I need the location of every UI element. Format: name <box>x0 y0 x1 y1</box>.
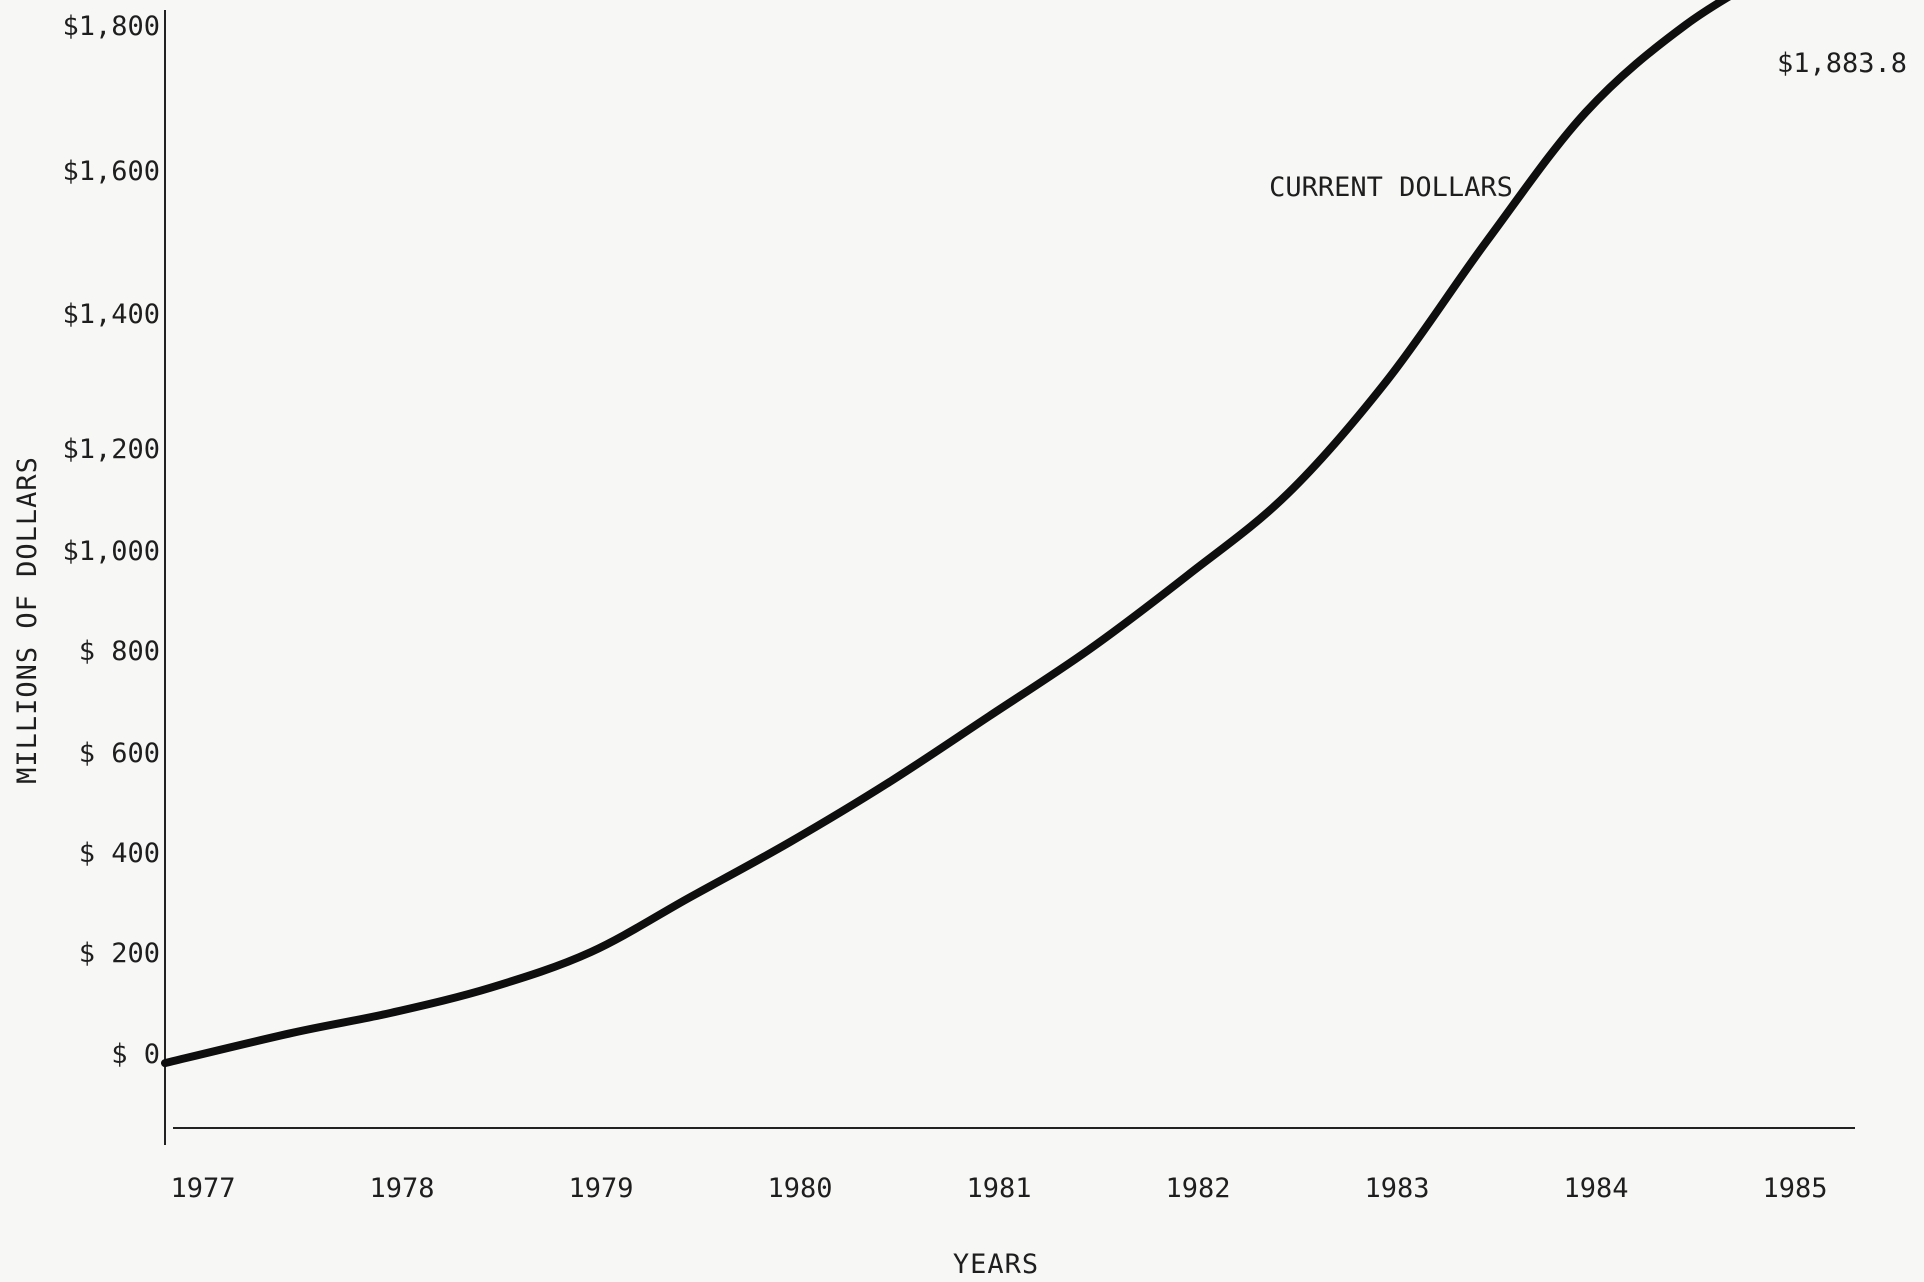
x-tick-label: 1979 <box>568 1173 633 1204</box>
x-tick-label: 1981 <box>966 1173 1031 1204</box>
series-group <box>161 0 1732 1068</box>
y-axis: $ 0 $ 200 $ 400 $ 600 $ 800 $1,000 $1,200 $1,40… <box>62 10 166 1145</box>
series-line-current-dollars <box>161 0 1732 1068</box>
y-tick-label: $ 600 <box>79 738 160 769</box>
x-tick-label: 1982 <box>1165 1173 1230 1204</box>
end-value-label: $1,883.8 <box>1777 48 1907 79</box>
y-tick-label: $ 400 <box>79 838 160 869</box>
series-annotation-label: CURRENT DOLLARS <box>1269 172 1513 203</box>
x-tick-label: 1985 <box>1762 1173 1827 1204</box>
y-tick-label: $ 200 <box>79 938 160 969</box>
y-axis-title: MILLIONS OF DOLLARS <box>12 456 43 784</box>
annotations: CURRENT DOLLARS $1,883.8 <box>1269 48 1907 203</box>
x-tick-label: 1984 <box>1563 1173 1628 1204</box>
x-tick-label: 1983 <box>1364 1173 1429 1204</box>
x-tick-label: 1977 <box>170 1173 235 1204</box>
y-tick-label: $1,400 <box>62 299 160 330</box>
x-tick-label: 1980 <box>767 1173 832 1204</box>
x-axis: 1977 1978 1979 1980 1981 1982 1983 1984 1985 <box>170 1127 1855 1204</box>
y-tick-label: $1,800 <box>62 11 160 42</box>
y-tick-label: $1,600 <box>62 156 160 187</box>
y-tick-label: $1,200 <box>62 434 160 465</box>
y-tick-label: $ 0 <box>111 1039 160 1070</box>
y-tick-label: $ 800 <box>79 636 160 667</box>
x-axis-title: YEARS <box>953 1249 1039 1280</box>
y-tick-label: $1,000 <box>62 536 160 567</box>
x-tick-label: 1978 <box>369 1173 434 1204</box>
